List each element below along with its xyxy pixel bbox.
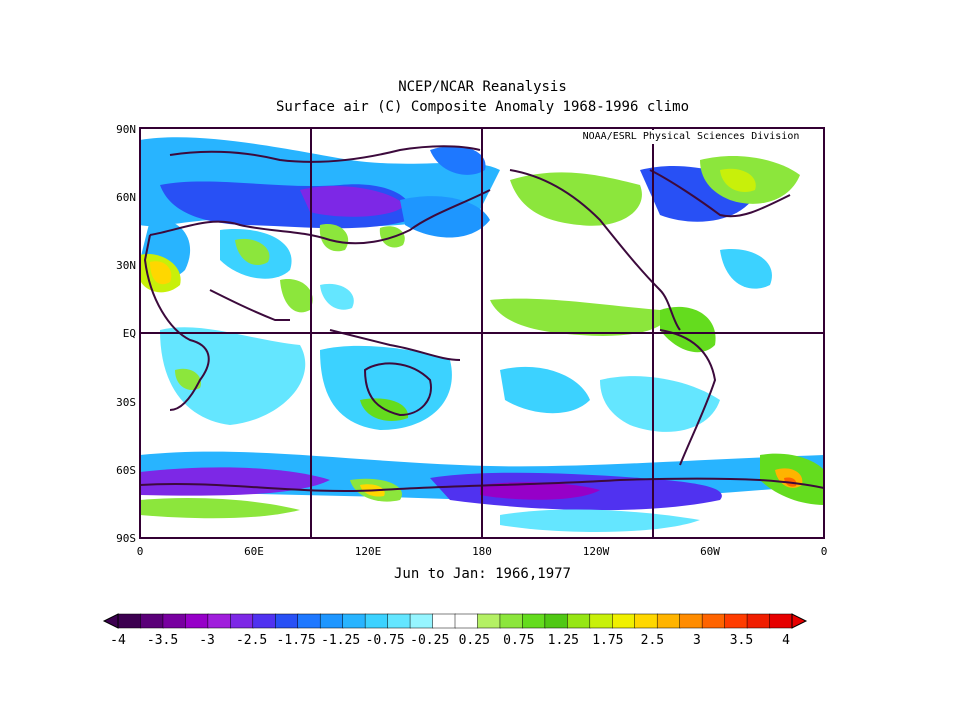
lat-label: 60S [116, 464, 136, 477]
lat-label: EQ [122, 327, 136, 340]
colorbar-cell [701, 613, 726, 629]
colorbar-cell [409, 613, 434, 629]
period-label: Jun to Jan: 1966,1977 [393, 566, 571, 582]
colorbar-cell [589, 613, 614, 629]
colorbar-cell [275, 613, 299, 629]
colorbar-cell [634, 613, 658, 629]
colorbar-cell [454, 613, 479, 629]
colorbar-cell [207, 613, 232, 629]
colorbar-label: -0.25 [410, 633, 450, 648]
colorbar-cell [185, 613, 209, 629]
colorbar-label: -2.5 [235, 633, 268, 648]
colorbar-label: 2.5 [640, 633, 665, 648]
colorbar-cell [230, 613, 254, 629]
colorbar-label: 4 [782, 633, 790, 648]
colorbar-label: -0.75 [365, 633, 405, 648]
lat-label: 30S [116, 396, 136, 409]
colorbar-cell [746, 613, 771, 629]
colorbar-min-arrow [102, 613, 119, 629]
credit-label: NOAA/ESRL Physical Sciences Division [560, 130, 822, 144]
colorbar-cell [544, 613, 569, 629]
colorbar-cell [432, 613, 456, 629]
colorbar-cell [724, 613, 748, 629]
colorbar-cell [656, 613, 681, 629]
lat-label: 90S [116, 532, 136, 545]
colorbar-cell [364, 613, 389, 629]
colorbar-cell [319, 613, 344, 629]
lon-label: 60E [244, 545, 264, 558]
lon-label: 60W [700, 545, 720, 558]
lon-label: 0 [820, 545, 828, 558]
map-subtitle: Surface air (C) Composite Anomaly 1968-1… [275, 99, 689, 115]
colorbar-label: 0.75 [503, 633, 535, 648]
lat-label: 30N [116, 259, 136, 272]
colorbar-label: 3 [693, 633, 701, 648]
lon-label: 120W [582, 545, 610, 558]
colorbar-cell [297, 613, 321, 629]
colorbar-label: 0.25 [458, 633, 490, 648]
colorbar-label: 1.25 [547, 633, 579, 648]
colorbar-cell [499, 613, 524, 629]
colorbar-label: -3.5 [146, 633, 179, 648]
colorbar-label: 1.75 [592, 633, 624, 648]
lat-label: 60N [116, 191, 136, 204]
colorbar-max-arrow [791, 613, 808, 629]
colorbar-cell [387, 613, 411, 629]
colorbar-label: -3 [199, 633, 215, 648]
colorbar-label: 3.5 [729, 633, 754, 648]
map-grid [139, 127, 825, 539]
lat-label: 90N [116, 123, 136, 136]
colorbar-cell [477, 613, 501, 629]
colorbar-label: -1.25 [321, 633, 361, 648]
map-title: NCEP/NCAR Reanalysis [398, 79, 567, 95]
colorbar-cell [140, 613, 164, 629]
colorbar-cell [522, 613, 546, 629]
colorbar-cell [342, 613, 366, 629]
colorbar-cell [612, 613, 636, 629]
colorbar-label: -1.75 [276, 633, 316, 648]
coastlines [140, 145, 824, 493]
lon-label: 120E [354, 545, 382, 558]
colorbar-cell [769, 613, 793, 629]
colorbar-cell [117, 613, 142, 629]
colorbar-label: -4 [110, 633, 126, 648]
colorbar-cell [162, 613, 187, 629]
colorbar-cell [679, 613, 703, 629]
colorbar-cell [567, 613, 591, 629]
lon-label: 0 [136, 545, 144, 558]
lon-label: 180 [472, 545, 492, 558]
colorbar-cell [252, 613, 277, 629]
